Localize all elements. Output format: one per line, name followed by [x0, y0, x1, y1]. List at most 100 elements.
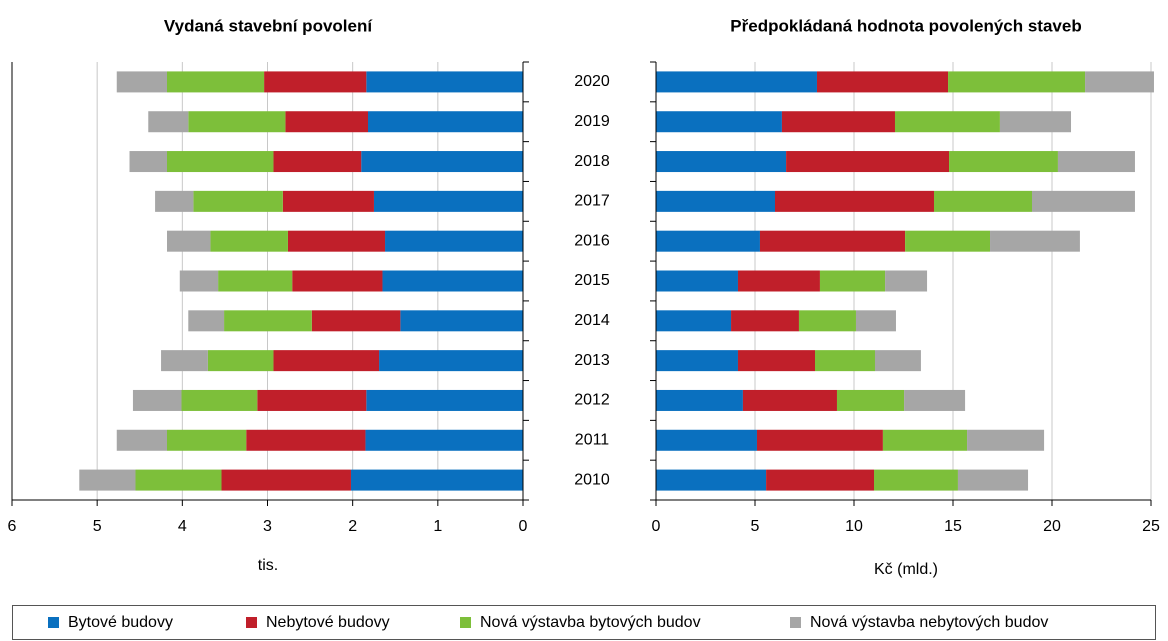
bar-segment: [737, 350, 815, 372]
x-tick-label: 25: [1142, 518, 1160, 535]
x-tick-label: 1: [433, 518, 442, 535]
bar-segment: [116, 429, 168, 451]
bar-segment: [957, 469, 1029, 491]
bar-segment: [366, 389, 523, 411]
bar-segment: [379, 350, 523, 372]
y-tick-label: 2019: [574, 113, 610, 130]
bar-segment: [781, 111, 895, 133]
bar-segment: [116, 71, 168, 93]
legend-label: Nová výstavba nebytových budov: [810, 614, 1048, 631]
bar-segment: [656, 310, 732, 332]
bar-segment: [210, 230, 288, 252]
bar-segment: [135, 469, 222, 491]
bar-segment: [167, 151, 274, 173]
bar-segment: [287, 230, 386, 252]
bar-segment: [366, 71, 523, 93]
bar-segment: [656, 111, 782, 133]
bar-segment: [282, 190, 374, 212]
bar-segment: [129, 151, 168, 173]
bar-segment: [1085, 71, 1154, 93]
bar-segment: [874, 350, 921, 372]
bar-segment: [656, 350, 738, 372]
y-tick-label: 2020: [574, 73, 610, 90]
bar-segment: [656, 230, 760, 252]
legend-swatch: [790, 617, 801, 628]
bar-segment: [656, 190, 775, 212]
bar-segment: [167, 230, 211, 252]
bar-segment: [948, 71, 1086, 93]
bar-segment: [400, 310, 523, 332]
chart-title: Předpokládaná hodnota povolených staveb: [730, 16, 1081, 35]
bar-segment: [207, 350, 274, 372]
x-tick-label: 0: [652, 518, 661, 535]
x-axis-label: Kč (mld.): [874, 561, 938, 578]
chart-title: Vydaná stavební povolení: [164, 16, 373, 35]
x-tick-label: 5: [93, 518, 102, 535]
bar-segment: [656, 429, 757, 451]
bar-segment: [990, 230, 1080, 252]
bar-segment: [656, 270, 738, 292]
y-tick-label: 2012: [574, 392, 610, 409]
bar-segment: [350, 469, 523, 491]
bar-segment: [292, 270, 383, 292]
bar-segment: [882, 429, 968, 451]
bar-segment: [167, 71, 265, 93]
x-tick-label: 6: [8, 518, 17, 535]
legend-swatch: [48, 617, 59, 628]
bar-segment: [132, 389, 182, 411]
bar-segment: [731, 310, 799, 332]
x-tick-label: 5: [751, 518, 760, 535]
bar-segment: [179, 270, 219, 292]
bar-segment: [365, 429, 523, 451]
bar-segment: [774, 190, 934, 212]
bar-segment: [873, 469, 958, 491]
bar-segment: [167, 429, 247, 451]
legend-swatch: [460, 617, 471, 628]
bar-segment: [766, 469, 874, 491]
legend-label: Nebytové budovy: [266, 614, 390, 631]
y-tick-label: 2017: [574, 193, 610, 210]
x-tick-label: 15: [944, 518, 962, 535]
bar-segment: [257, 389, 367, 411]
legend-label: Bytové budovy: [68, 614, 173, 631]
x-tick-label: 4: [178, 518, 187, 535]
bar-segment: [367, 111, 523, 133]
bar-segment: [656, 151, 787, 173]
x-tick-label: 0: [519, 518, 528, 535]
x-axis-label: tis.: [258, 557, 278, 574]
bar-segment: [385, 230, 523, 252]
bar-segment: [798, 310, 856, 332]
y-tick-label: 2016: [574, 232, 610, 249]
bar-segment: [949, 151, 1058, 173]
bar-segment: [656, 71, 817, 93]
bar-segment: [246, 429, 366, 451]
bar-segment: [904, 389, 966, 411]
bar-segment: [1032, 190, 1135, 212]
bar-segment: [273, 350, 380, 372]
bar-segment: [221, 469, 351, 491]
bar-segment: [814, 350, 875, 372]
legend-box: [12, 605, 1156, 640]
bar-segment: [373, 190, 523, 212]
bar-segment: [188, 111, 286, 133]
bar-segment: [193, 190, 283, 212]
bar-segment: [1057, 151, 1135, 173]
bar-segment: [759, 230, 906, 252]
bar-segment: [756, 429, 883, 451]
y-tick-label: 2015: [574, 272, 610, 289]
legend-label: Nová výstavba bytových budov: [480, 614, 701, 631]
bar-segment: [742, 389, 837, 411]
bar-segment: [161, 350, 208, 372]
bar-segment: [999, 111, 1072, 133]
bar-segment: [361, 151, 523, 173]
bar-segment: [894, 111, 1000, 133]
x-tick-label: 10: [845, 518, 863, 535]
bar-segment: [967, 429, 1045, 451]
bar-segment: [224, 310, 312, 332]
bar-segment: [836, 389, 905, 411]
y-tick-label: 2014: [574, 312, 610, 329]
y-tick-label: 2018: [574, 153, 610, 170]
bar-segment: [311, 310, 401, 332]
bar-segment: [786, 151, 950, 173]
